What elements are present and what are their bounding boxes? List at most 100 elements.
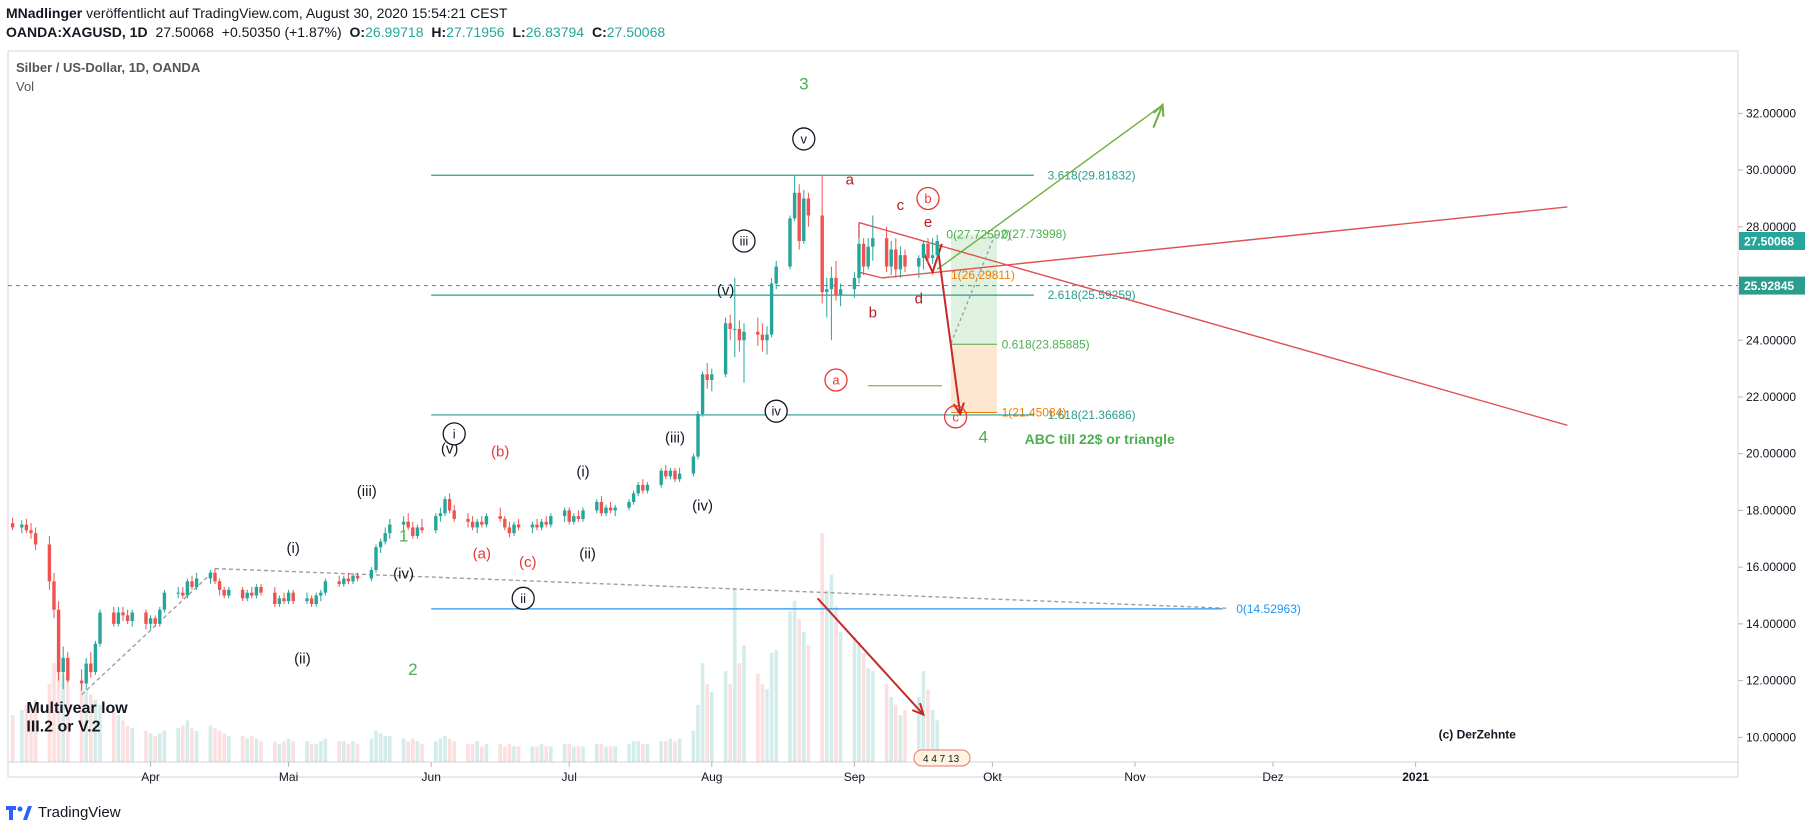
candle-body [567, 510, 571, 522]
candle-body [829, 277, 834, 290]
candle-body [668, 470, 673, 477]
volume-bar [921, 671, 926, 762]
author[interactable]: MNadlinger [6, 5, 83, 21]
candle-body [222, 589, 226, 596]
wave-label-circled-red: a [832, 372, 840, 387]
candle-body [599, 501, 604, 514]
volume-bar [305, 741, 309, 762]
price-axis[interactable]: 32.0000030.0000028.0000026.0000024.00000… [1738, 106, 1805, 744]
wave-label-black: (ii) [294, 651, 311, 668]
volume-bar [411, 738, 415, 762]
volume-bar [889, 697, 893, 762]
candle-body [539, 521, 544, 528]
candle-body [774, 266, 778, 284]
volume-bar [259, 741, 263, 762]
candle-body [595, 501, 599, 511]
candle-body [728, 323, 732, 329]
volume-bar [898, 715, 903, 762]
wave-label-red: (a) [473, 546, 491, 563]
volume-bar [61, 673, 65, 762]
trend-line [81, 569, 216, 696]
volume-bar [802, 632, 806, 762]
candle-body [319, 592, 323, 596]
candle-body [411, 527, 415, 536]
candle-body [227, 589, 231, 596]
annotation-layer: 3 1 2 4 (i) (ii) (iii) (iv) (v) (i) (ii) (iii) (iv) (… [26, 74, 1516, 767]
time-axis[interactable]: Apr Mai Jun Jul Aug Sep Okt Nov Dez 2021 [141, 762, 1429, 784]
candle-body [866, 246, 870, 267]
candle-body [627, 501, 631, 508]
fib-level-label: 1.618(21.36686) [1048, 408, 1136, 422]
candle-body [351, 575, 355, 582]
volume-bar [79, 684, 84, 762]
volume-bar [245, 738, 249, 762]
volume-bar [309, 743, 314, 762]
volume-bar [443, 736, 447, 762]
time-tick-label: 2021 [1402, 770, 1429, 784]
candle-body [89, 663, 93, 673]
volume-bar [894, 704, 898, 762]
candle-body [286, 592, 291, 602]
candle-body [903, 255, 907, 267]
candle-body [484, 516, 489, 525]
candle-body [516, 524, 521, 528]
candle-body [84, 663, 88, 684]
volume-bar [576, 746, 581, 762]
volume-bar [728, 684, 732, 762]
candle-body [871, 238, 875, 247]
wave-label-black: (i) [576, 463, 589, 480]
candle-body [861, 243, 866, 267]
candle-layer [10, 175, 939, 691]
price-change: +0.50350 (+1.87%) [221, 24, 342, 40]
candle-body [181, 592, 185, 596]
candle-body [737, 328, 742, 341]
candle-body [125, 615, 130, 622]
candle-body [291, 592, 295, 602]
volume-bar [56, 652, 61, 762]
volume-bar [420, 743, 424, 762]
wave-label-green: 1 [399, 527, 408, 546]
candle-body [20, 524, 24, 528]
volume-bar [388, 736, 392, 762]
high-label: H: [431, 24, 447, 40]
volume-bar [535, 746, 539, 762]
candle-body [825, 289, 829, 293]
wave-label-circled: iv [772, 404, 782, 419]
candle-body [475, 521, 479, 528]
trend-line [214, 567, 1228, 609]
close-value: 27.50068 [606, 24, 666, 40]
price-tick-label: 28.00000 [1746, 220, 1796, 234]
wave-circle [511, 586, 535, 610]
volume-bar [190, 728, 194, 762]
candle-body [112, 612, 116, 624]
candle-body [530, 524, 535, 528]
last-price: 27.50068 [155, 24, 214, 40]
volume-bar [820, 533, 824, 762]
projection-level-label: 1(26.29811) [951, 268, 1015, 282]
footer-brand[interactable]: TradingView [38, 804, 121, 821]
volume-bar [217, 730, 222, 762]
volume-bar [516, 746, 521, 762]
volume-bar [378, 733, 383, 762]
volume-bar [664, 741, 668, 762]
volume-bar [148, 733, 153, 762]
arrow-line [1152, 104, 1164, 128]
candle-body [401, 521, 406, 525]
volume-bar [480, 746, 484, 762]
candle-body [507, 527, 512, 534]
publish-info: MNadlinger veröffentlicht auf TradingVie… [6, 5, 507, 21]
price-tick-label: 30.00000 [1746, 163, 1796, 177]
candle-body [66, 657, 70, 681]
candle-body [217, 581, 222, 590]
open-value: 26.99718 [365, 24, 424, 40]
wave-label-darkred: a [846, 171, 855, 188]
candle-body [447, 499, 452, 511]
volume-bar [415, 741, 420, 762]
volume-bar [342, 741, 346, 762]
candle-body [806, 198, 811, 216]
candle-body [254, 586, 259, 596]
candle-body [921, 243, 926, 259]
wave-label-circled: i [453, 426, 456, 441]
volume-bar [319, 741, 323, 762]
